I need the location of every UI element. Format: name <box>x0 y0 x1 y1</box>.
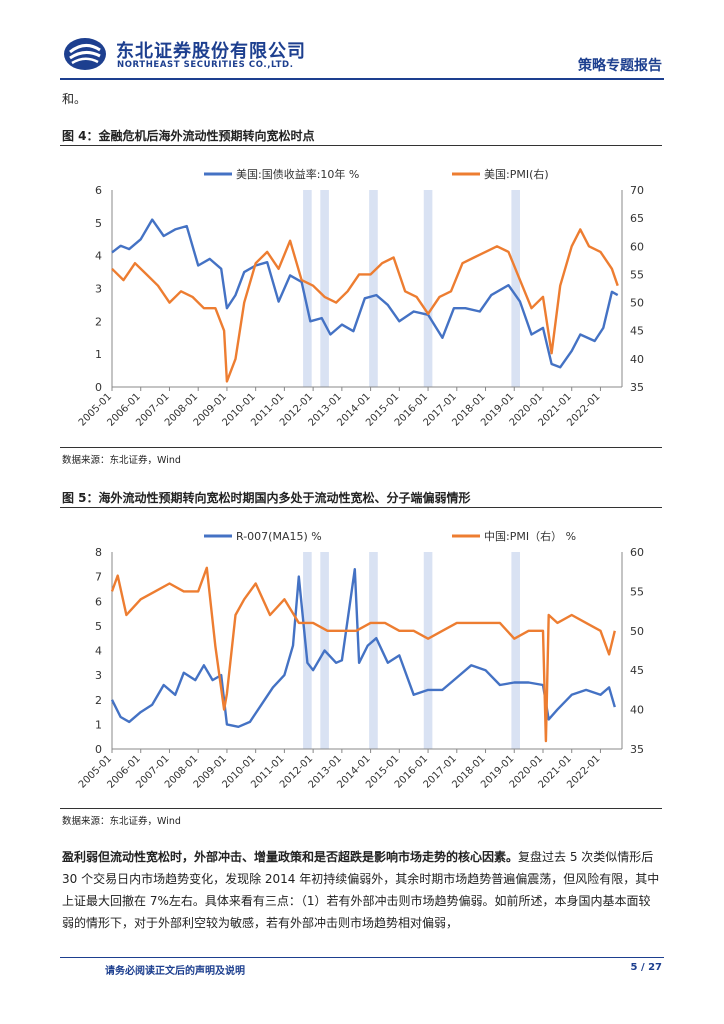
y-right-tick-label: 50 <box>630 625 644 638</box>
y-left-tick-label: 5 <box>95 217 102 230</box>
y-right-tick-label: 55 <box>630 585 644 598</box>
figure-4-top-rule <box>60 145 662 146</box>
series-line-0 <box>110 568 616 728</box>
chart-r007-china-pmi: 0123456783540455055602005-012006-012007-… <box>77 529 644 791</box>
y-left-tick-label: 4 <box>95 250 102 263</box>
y-left-tick-label: 7 <box>95 571 102 584</box>
y-left-tick-label: 2 <box>95 315 102 328</box>
shaded-period-4 <box>511 190 520 387</box>
y-left-tick-label: 1 <box>95 718 102 731</box>
y-right-tick-label: 60 <box>630 240 644 253</box>
y-right-tick-label: 60 <box>630 546 644 559</box>
y-right-tick-label: 40 <box>630 704 644 717</box>
series-line-1 <box>110 566 616 743</box>
company-name-en: NORTHEAST SECURITIES CO.,LTD. <box>117 60 294 70</box>
body-text: 复盘过去 5 次类似情形后 30 个交易日内市场趋势变化，发现除 2014 年初… <box>62 850 660 930</box>
page-number: 5 / 27 <box>630 962 663 973</box>
shaded-period-4 <box>511 552 520 749</box>
figure-5-bottom-rule <box>60 808 662 809</box>
figure-5-title: 图 5：海外流动性预期转向宽松时期国内多处于流动性宽松、分子端偏弱情形 <box>62 491 471 505</box>
body-paragraph: 盈利弱但流动性宽松时，外部冲击、增量政策和是否超跌是影响市场走势的核心因素。复盘… <box>62 846 662 934</box>
y-left-tick-label: 0 <box>95 381 102 394</box>
top-fragment: 和。 <box>62 92 87 106</box>
legend-label-0: R-007(MA15) % <box>236 530 322 543</box>
y-left-tick-label: 5 <box>95 620 102 633</box>
legend-label-1: 美国:PMI(右) <box>484 167 549 181</box>
company-logo <box>64 38 106 70</box>
shaded-period-1 <box>320 190 329 387</box>
y-right-tick-label: 70 <box>630 184 644 197</box>
footer-disclaimer: 请务必阅读正文后的声明及说明 <box>105 966 245 977</box>
figure-4-bottom-rule <box>60 447 662 448</box>
y-left-tick-label: 3 <box>95 669 102 682</box>
y-right-tick-label: 55 <box>630 268 644 281</box>
y-right-tick-label: 35 <box>630 743 644 756</box>
y-left-tick-label: 3 <box>95 283 102 296</box>
body-bold-lead: 盈利弱但流动性宽松时，外部冲击、增量政策和是否超跌是影响市场走势的核心因素。 <box>62 850 519 864</box>
legend-label-0: 美国:国债收益率:10年 % <box>236 167 359 181</box>
series-line-0 <box>111 218 619 369</box>
company-name-cn: 东北证券股份有限公司 <box>116 41 306 62</box>
y-left-tick-label: 2 <box>95 694 102 707</box>
y-right-tick-label: 45 <box>630 664 644 677</box>
y-right-tick-label: 50 <box>630 297 644 310</box>
report-type: 策略专题报告 <box>578 58 662 74</box>
y-left-tick-label: 0 <box>95 743 102 756</box>
y-right-tick-label: 65 <box>630 212 644 225</box>
figure-5-source: 数据来源：东北证券，Wind <box>62 816 181 827</box>
y-right-tick-label: 35 <box>630 381 644 394</box>
y-left-tick-label: 6 <box>95 595 102 608</box>
figure-4-source: 数据来源：东北证券，Wind <box>62 455 181 466</box>
shaded-period-3 <box>423 190 433 387</box>
shaded-period-3 <box>423 552 433 749</box>
shaded-period-2 <box>369 552 378 749</box>
series-line-1 <box>111 228 619 383</box>
y-left-tick-label: 1 <box>95 348 102 361</box>
y-left-tick-label: 4 <box>95 645 102 658</box>
legend-label-1: 中国:PMI（右） % <box>484 529 576 543</box>
figure-5-top-rule <box>60 507 662 508</box>
y-left-tick-label: 6 <box>95 184 102 197</box>
y-right-tick-label: 40 <box>630 353 644 366</box>
y-left-tick-label: 8 <box>95 546 102 559</box>
chart-us-yield-pmi: 012345635404550556065702005-012006-01200… <box>77 167 644 429</box>
header-divider <box>60 78 664 80</box>
y-right-tick-label: 45 <box>630 325 644 338</box>
footer-divider <box>60 957 664 958</box>
shaded-period-0 <box>303 552 312 749</box>
figure-4-title: 图 4：金融危机后海外流动性预期转向宽松时点 <box>62 129 315 143</box>
shaded-period-0 <box>303 190 312 387</box>
shaded-period-2 <box>369 190 378 387</box>
